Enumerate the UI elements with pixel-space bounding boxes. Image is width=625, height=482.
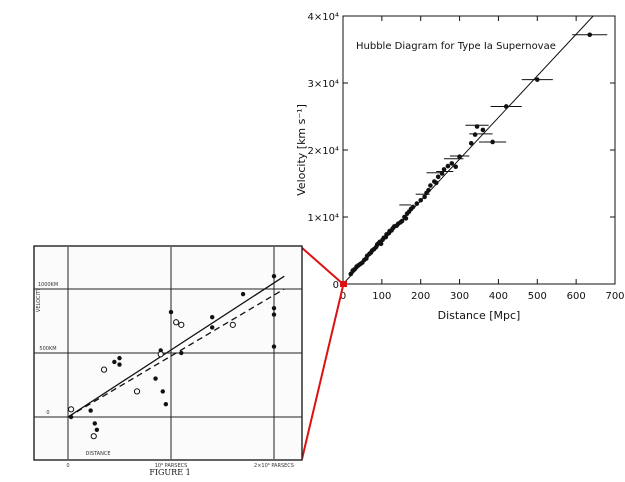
zoom-region-marker: [340, 281, 347, 287]
snia-data-point: [348, 271, 354, 277]
snia-plot-frame: [342, 15, 616, 285]
inset-open-point: [100, 366, 108, 373]
snia-y-tick-label: 2×10⁴: [308, 146, 339, 157]
snia-data-point: [445, 163, 451, 169]
snia-data-point: [414, 201, 420, 206]
inset-open-point: [133, 388, 141, 395]
snia-data-point: [503, 104, 509, 109]
inset-y-tick-label: 0: [46, 410, 49, 416]
snia-y-axis-label: Velocity [km s⁻¹]: [295, 104, 308, 196]
snia-error-bars: [399, 34, 608, 206]
snia-data-point: [457, 154, 462, 159]
snia-y-ticks: 0 1×10⁴ 2×10⁴ 3×10⁴ 4×10⁴: [308, 12, 615, 291]
inset-x-tick-label: 10⁶ PARSECS: [155, 463, 188, 469]
inset-figure-caption: FIGURE 1: [149, 468, 190, 477]
inset-filled-point: [117, 355, 122, 361]
inset-dashed-fit-line: [67, 288, 285, 418]
snia-x-ticks: 0 100 200 300 400 500 600 700: [340, 16, 625, 302]
snia-data-point: [480, 127, 486, 133]
snia-data-point: [426, 187, 431, 193]
inset-filled-point: [112, 359, 117, 365]
snia-x-tick-label: 600: [567, 291, 586, 302]
snia-data-point: [428, 183, 433, 188]
snia-x-axis-label: Distance [Mpc]: [438, 309, 521, 322]
inset-y-tick-label: 500KM: [39, 346, 56, 352]
snia-data-point: [453, 164, 458, 170]
snia-y-tick-label: 0: [333, 280, 339, 291]
snia-y-tick-label: 3×10⁴: [308, 79, 339, 90]
snia-chart-title: Hubble Diagram for Type Ia Supernovae: [356, 41, 556, 52]
inset-x-ticks: 0 10⁶ PARSECS 2×10⁶ PARSECS: [66, 463, 294, 469]
snia-data-point: [378, 241, 384, 247]
snia-data-point: [449, 161, 455, 166]
snia-data-point: [433, 180, 439, 186]
snia-data-point: [534, 77, 540, 82]
inset-open-point: [173, 319, 180, 326]
snia-x-tick-label: 500: [528, 291, 547, 302]
hubble-1929-inset: 0 10⁶ PARSECS 2×10⁶ PARSECS 0 500KM 1000KM V…: [33, 245, 303, 477]
inset-filled-point: [271, 306, 277, 311]
snia-x-tick-label: 700: [605, 291, 624, 302]
snia-data-point: [587, 32, 593, 38]
zoom-line-bottom: [301, 285, 344, 460]
snia-data-point: [474, 124, 480, 129]
inset-filled-point: [271, 312, 277, 317]
snia-data-point: [403, 216, 409, 221]
inset-y-tick-label: 1000KM: [38, 282, 58, 288]
inset-filled-point: [210, 314, 215, 320]
snia-data-point: [468, 141, 474, 146]
snia-x-tick-label: 100: [372, 291, 391, 302]
inset-solid-fit-line: [67, 275, 285, 418]
inset-y-axis-label: VELOCITY: [36, 287, 42, 312]
snia-x-tick-label: 200: [411, 291, 430, 302]
inset-filled-point: [240, 291, 246, 297]
snia-data-point: [472, 132, 478, 137]
snia-chart: Hubble Diagram for Type Ia Supernovae Di…: [295, 12, 625, 322]
snia-y-tick-label: 4×10⁴: [308, 12, 339, 23]
inset-x-tick-label: 2×10⁶ PARSECS: [254, 463, 294, 469]
snia-data-point: [422, 194, 427, 200]
snia-x-tick-label: 0: [340, 291, 346, 302]
inset-filled-point: [210, 325, 215, 330]
inset-filled-point: [88, 408, 93, 413]
inset-filled-point: [168, 309, 174, 315]
snia-data-points: [348, 32, 593, 277]
zoom-connector: [300, 246, 347, 460]
inset-open-point: [67, 406, 75, 413]
snia-data-point: [439, 171, 445, 176]
inset-filled-point: [92, 421, 97, 426]
snia-data-point: [399, 218, 405, 224]
inset-filled-point: [271, 274, 277, 279]
inset-filled-point: [94, 427, 100, 432]
inset-filled-point: [153, 376, 158, 381]
inset-open-point: [157, 351, 164, 358]
zoom-line-top: [300, 246, 344, 285]
inset-filled-point: [160, 389, 165, 394]
inset-data-points: [67, 274, 277, 440]
snia-data-point: [418, 197, 424, 203]
snia-y-tick-label: 1×10⁴: [308, 213, 339, 224]
snia-x-tick-label: 300: [450, 291, 469, 302]
inset-filled-point: [163, 402, 169, 407]
inset-y-ticks: 0 500KM 1000KM: [38, 282, 58, 416]
inset-x-axis-label: DISTANCE: [86, 451, 111, 457]
snia-data-point: [410, 204, 416, 210]
inset-filled-point: [117, 362, 122, 367]
snia-data-point: [435, 174, 441, 180]
snia-x-tick-label: 400: [489, 291, 508, 302]
inset-open-point: [229, 321, 236, 328]
inset-filled-point: [271, 344, 277, 349]
inset-filled-point: [179, 350, 184, 356]
inset-open-point: [90, 433, 97, 440]
inset-open-point: [178, 321, 185, 328]
snia-data-point: [490, 139, 495, 145]
inset-filled-point: [68, 414, 74, 420]
inset-x-tick-label: 0: [66, 463, 69, 469]
snia-data-point: [441, 167, 447, 172]
